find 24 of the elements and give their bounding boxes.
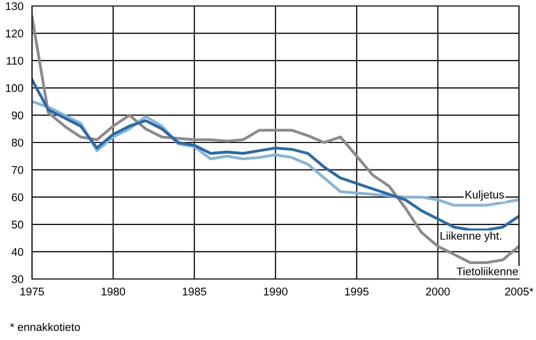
series-label: Liikenne yht. [440, 232, 502, 242]
y-tick-label: 110 [6, 56, 24, 65]
x-tick-label: 2000 [426, 288, 450, 296]
line-series [32, 78, 519, 232]
x-tick-label: 1975 [20, 288, 44, 296]
x-tick-label: 1985 [182, 288, 206, 296]
y-tick-label: 50 [12, 220, 24, 229]
series-label: Tietoliikenne [456, 267, 518, 276]
series-label: Kuljetus [466, 190, 504, 201]
x-tick-label: 1990 [264, 288, 288, 296]
text: * ennakkotieto [10, 322, 80, 331]
line-series [32, 16, 519, 264]
x-tick-label: 1995 [345, 288, 369, 296]
y-tick-label: 70 [12, 166, 24, 174]
y-tick-label: 120 [6, 30, 24, 38]
y-tick-label: 80 [12, 138, 24, 147]
x-tick-label: 1980 [102, 288, 126, 296]
x-tick-label: 2005* [505, 288, 534, 296]
y-tick-label: 40 [12, 248, 24, 256]
y-tick-label: 60 [12, 193, 24, 202]
y-tick-label: 90 [12, 111, 24, 120]
y-tick-label: 30 [12, 275, 24, 284]
y-tick-label: 100 [6, 84, 24, 92]
y-tick-label: 130 [6, 2, 24, 10]
